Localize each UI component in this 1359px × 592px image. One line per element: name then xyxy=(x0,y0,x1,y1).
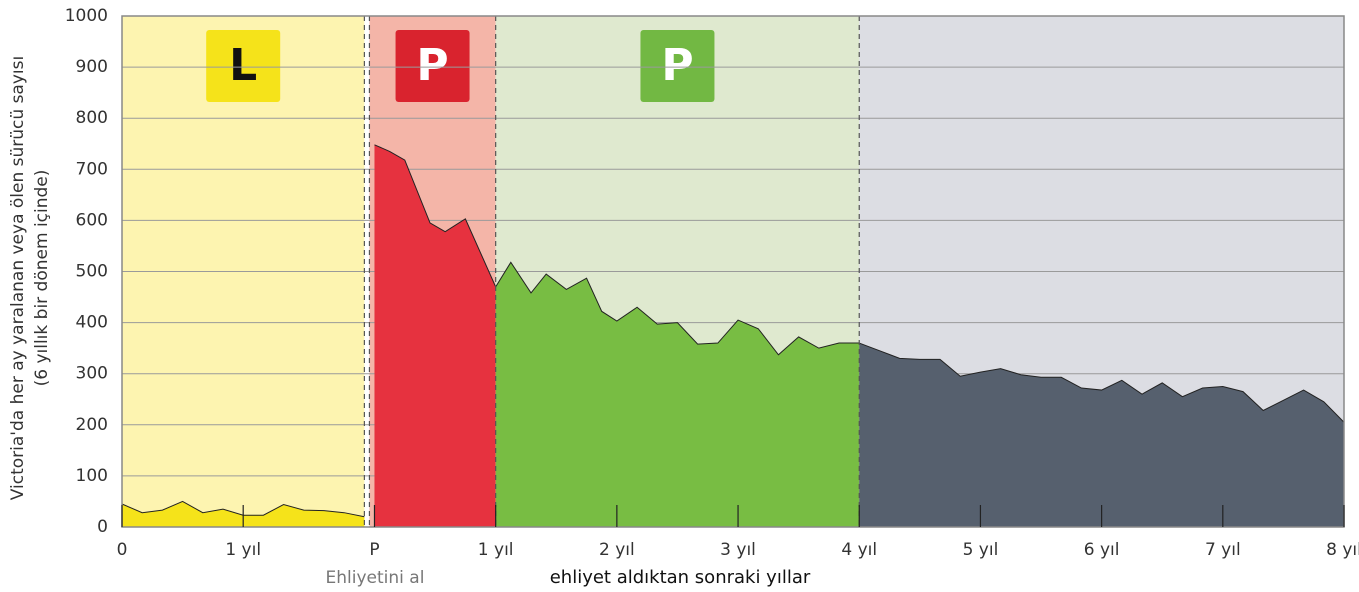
line xyxy=(495,261,860,356)
x-tick-label: 6 yıl xyxy=(1084,540,1120,560)
area xyxy=(122,501,365,527)
x-tick-label: 8 yıl xyxy=(1326,540,1359,560)
y-tick-label: 1000 xyxy=(65,6,108,26)
badge-label: L xyxy=(229,40,257,91)
x-tick-label: P xyxy=(369,540,379,560)
y-tick-label: 200 xyxy=(76,415,108,435)
x-tick-label: 4 yıl xyxy=(841,540,877,560)
badge xyxy=(206,30,281,102)
y-tick-label: 100 xyxy=(76,466,108,486)
badge-label: P xyxy=(661,40,693,91)
y-axis-label: (6 yıllık bir dönem içinde) xyxy=(32,170,52,387)
area xyxy=(495,262,860,527)
x-tick-label: 5 yıl xyxy=(963,540,999,560)
badge xyxy=(640,30,715,102)
y-tick-label: 500 xyxy=(76,262,108,282)
line xyxy=(859,342,1345,423)
x-axis-label: ehliyet aldıktan sonraki yıllar xyxy=(550,567,811,588)
y-tick-label: 600 xyxy=(76,210,108,230)
x-tick-label: 3 yıl xyxy=(720,540,756,560)
line xyxy=(374,144,497,288)
area xyxy=(374,144,496,527)
x-tick-label: 0 xyxy=(117,540,128,560)
y-tick-label: 0 xyxy=(97,517,108,537)
y-tick-label: 900 xyxy=(76,57,108,77)
badge xyxy=(395,30,470,102)
y-tick-label: 800 xyxy=(76,108,108,128)
plot-frame xyxy=(121,15,1345,528)
x-tick-label: 2 yıl xyxy=(599,540,635,560)
area xyxy=(859,343,1344,527)
y-tick-label: 700 xyxy=(76,159,108,179)
annotation: Ehliyetini al xyxy=(326,568,425,588)
badge-label: P xyxy=(416,40,448,91)
y-axis-label: Victoria'da her ay yaralanan veya ölen s… xyxy=(8,56,28,500)
y-tick-label: 300 xyxy=(76,364,108,384)
y-tick-label: 400 xyxy=(76,313,108,333)
x-tick-label: 1 yıl xyxy=(225,540,261,560)
x-tick-label: 1 yıl xyxy=(478,540,514,560)
x-tick-label: 7 yıl xyxy=(1205,540,1241,560)
